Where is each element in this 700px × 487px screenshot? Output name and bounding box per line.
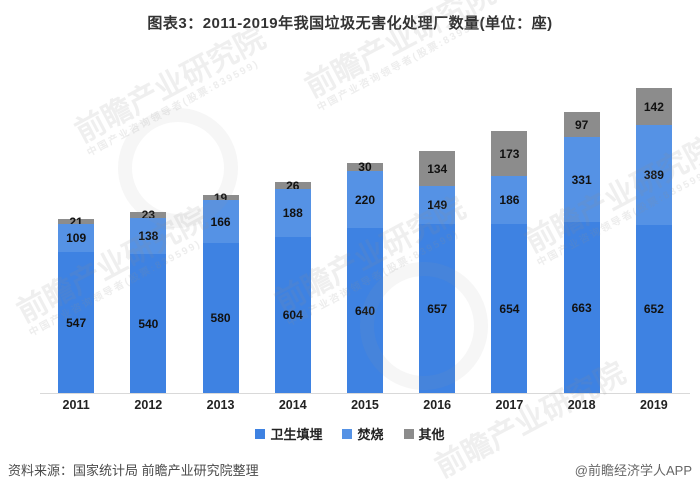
bar-segment-卫生填埋: 654 xyxy=(491,224,528,393)
bar-value-label: 166 xyxy=(210,214,231,229)
x-axis-tick-label: 2017 xyxy=(495,398,524,412)
plot-area: 21 109 547 23 138 540 19 166 580 26 188 604 30 220 640… xyxy=(40,80,690,394)
legend-label: 卫生填埋 xyxy=(270,427,323,442)
bar-value-label: 97 xyxy=(574,117,589,132)
bar-value-label: 547 xyxy=(66,315,87,330)
bar-value-label: 186 xyxy=(499,193,520,207)
x-axis-tick-label: 2015 xyxy=(351,398,379,412)
legend-item: 焚烧 xyxy=(342,424,384,443)
stacked-bar: 21 109 547 xyxy=(58,216,95,393)
stacked-bar: 26 188 604 xyxy=(274,178,311,393)
bar-value-label: 580 xyxy=(210,311,231,325)
bar-segment-焚烧: 186 xyxy=(491,176,528,224)
stacked-bar: 19 166 580 xyxy=(202,192,239,393)
x-axis-tick-label: 2016 xyxy=(423,398,452,412)
bar-segment-焚烧: 109 xyxy=(58,224,95,252)
legend-item: 其他 xyxy=(403,424,445,443)
bar-column: 142 389 652 xyxy=(618,80,690,393)
stacked-bar: 142 389 652 xyxy=(635,88,672,393)
bar-column: 134 149 657 xyxy=(401,80,473,393)
bar-segment-卫生填埋: 540 xyxy=(130,254,167,393)
stacked-bar: 97 331 663 xyxy=(563,112,600,393)
bar-segment-卫生填埋: 663 xyxy=(563,222,600,393)
x-axis-tick-label: 2014 xyxy=(278,398,307,412)
bar-segment-其他: 97 xyxy=(563,112,600,137)
bar-value-label: 540 xyxy=(138,316,159,331)
bar-value-label: 142 xyxy=(643,99,664,114)
stacked-bar: 173 186 654 xyxy=(491,131,528,393)
bar-segment-焚烧: 149 xyxy=(419,186,456,224)
stacked-bar: 30 220 640 xyxy=(346,160,383,393)
bar-segment-焚烧: 138 xyxy=(130,218,167,254)
x-axis-tick-label: 2012 xyxy=(134,398,163,412)
bar-segment-其他: 142 xyxy=(635,88,672,125)
bar-column: 19 166 580 xyxy=(184,80,256,393)
bar-segment-卫生填埋: 657 xyxy=(419,224,456,393)
bar-segment-其他: 173 xyxy=(491,131,528,176)
bar-value-label: 604 xyxy=(282,308,303,322)
legend: 卫生填埋 焚烧 其他 xyxy=(0,424,700,443)
bar-value-label: 663 xyxy=(571,300,592,315)
stacked-bar: 23 138 540 xyxy=(130,209,167,393)
bar-segment-卫生填埋: 580 xyxy=(202,243,239,393)
bar-segment-其他: 30 xyxy=(346,160,383,174)
bar-segment-卫生填埋: 547 xyxy=(58,252,95,393)
bar-value-label: 652 xyxy=(643,302,664,316)
bar-value-label: 654 xyxy=(499,301,520,316)
bar-segment-焚烧: 220 xyxy=(346,171,383,228)
bar-value-label: 220 xyxy=(354,192,375,207)
chart-title: 图表3：2011-2019年我国垃圾无害化处理厂数量(单位：座) xyxy=(147,15,553,32)
bar-value-label: 138 xyxy=(138,229,159,243)
bar-value-label: 26 xyxy=(286,178,300,193)
bar-segment-焚烧: 331 xyxy=(563,137,600,222)
bar-segment-焚烧: 188 xyxy=(274,189,311,237)
bar-value-label: 331 xyxy=(571,172,592,187)
x-axis-tick-label: 2011 xyxy=(62,398,90,412)
bar-segment-卫生填埋: 604 xyxy=(274,237,311,393)
bar-column: 23 138 540 xyxy=(112,80,184,393)
bar-value-label: 173 xyxy=(499,146,520,161)
bar-segment-其他: 134 xyxy=(419,151,456,186)
bar-value-label: 657 xyxy=(427,301,448,316)
bar-value-label: 134 xyxy=(427,161,448,176)
x-axis-tick-label: 2019 xyxy=(639,398,668,412)
x-axis-tick-label: 2018 xyxy=(567,398,596,412)
bar-segment-其他: 26 xyxy=(274,178,311,193)
legend-item: 卫生填埋 xyxy=(255,424,322,443)
credit-note: @前瞻经济学人APP xyxy=(574,463,692,478)
bar-value-label: 149 xyxy=(427,198,448,212)
bar-value-label: 188 xyxy=(282,206,303,220)
bar-segment-卫生填埋: 652 xyxy=(635,225,672,393)
bar-value-label: 389 xyxy=(643,168,664,182)
x-axis-tick-label: 2013 xyxy=(206,398,235,412)
legend-swatch xyxy=(342,428,353,439)
legend-swatch xyxy=(255,428,266,439)
source-note: 资料来源：国家统计局 前瞻产业研究院整理 xyxy=(8,463,259,478)
legend-label: 焚烧 xyxy=(357,427,384,442)
bar-column: 26 188 604 xyxy=(257,80,329,393)
bar-segment-焚烧: 166 xyxy=(202,200,239,243)
bar-column: 30 220 640 xyxy=(329,80,401,393)
bar-segment-焚烧: 389 xyxy=(635,125,672,225)
bar-value-label: 30 xyxy=(358,160,372,174)
bar-column: 173 186 654 xyxy=(473,80,545,393)
bar-value-label: 640 xyxy=(354,303,375,318)
stacked-bar: 134 149 657 xyxy=(419,151,456,393)
bar-column: 97 331 663 xyxy=(546,80,618,393)
bar-column: 21 109 547 xyxy=(40,80,112,393)
legend-label: 其他 xyxy=(418,427,445,442)
bar-value-label: 109 xyxy=(66,231,87,245)
legend-swatch xyxy=(403,428,414,439)
x-axis-labels: 2011 2012 2013 2014 2015 2016 2017 2018 2019 xyxy=(40,398,690,412)
bar-segment-卫生填埋: 640 xyxy=(346,228,383,393)
